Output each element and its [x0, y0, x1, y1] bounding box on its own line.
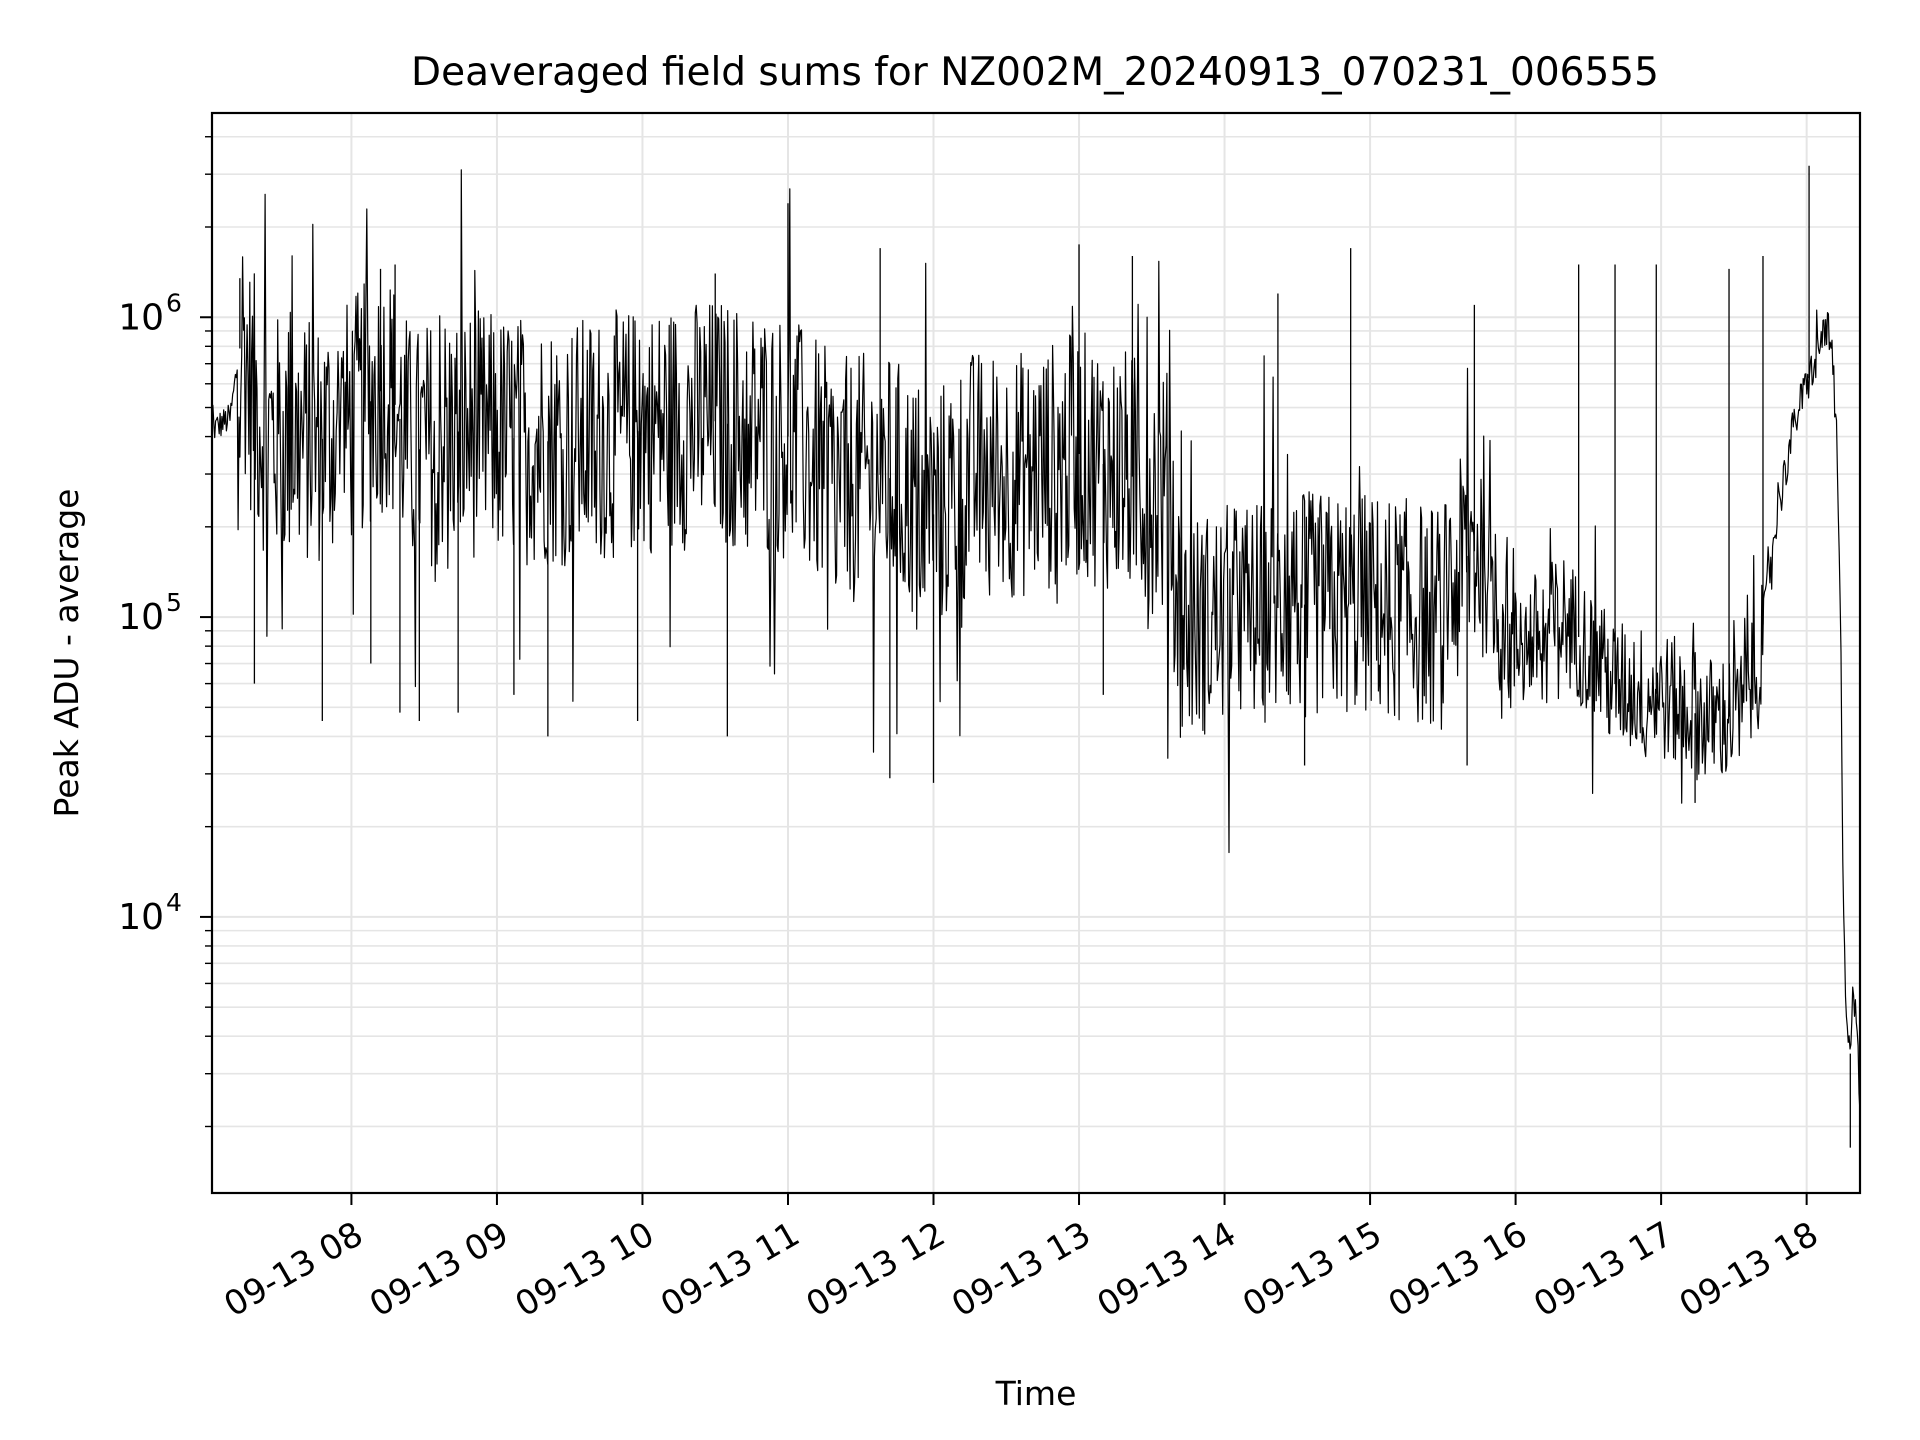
y-tick-label: 10 — [118, 297, 164, 338]
data-series — [211, 165, 1861, 1148]
y-tick-label: 10 — [118, 597, 164, 638]
gridlines — [212, 113, 1860, 1193]
chart-title: Deaveraged field sums for NZ002M_2024091… — [411, 50, 1659, 95]
plot-frame — [210, 111, 1862, 1195]
x-axis-label: Time — [995, 1374, 1077, 1413]
data-line — [211, 169, 1861, 1111]
y-tick-exponent: 4 — [166, 888, 182, 917]
y-tick-label: 10 — [118, 897, 164, 938]
y-tick-exponent: 6 — [166, 288, 182, 317]
y-axis-label: Peak ADU - average — [47, 489, 86, 818]
y-tick-exponent: 5 — [166, 588, 182, 617]
